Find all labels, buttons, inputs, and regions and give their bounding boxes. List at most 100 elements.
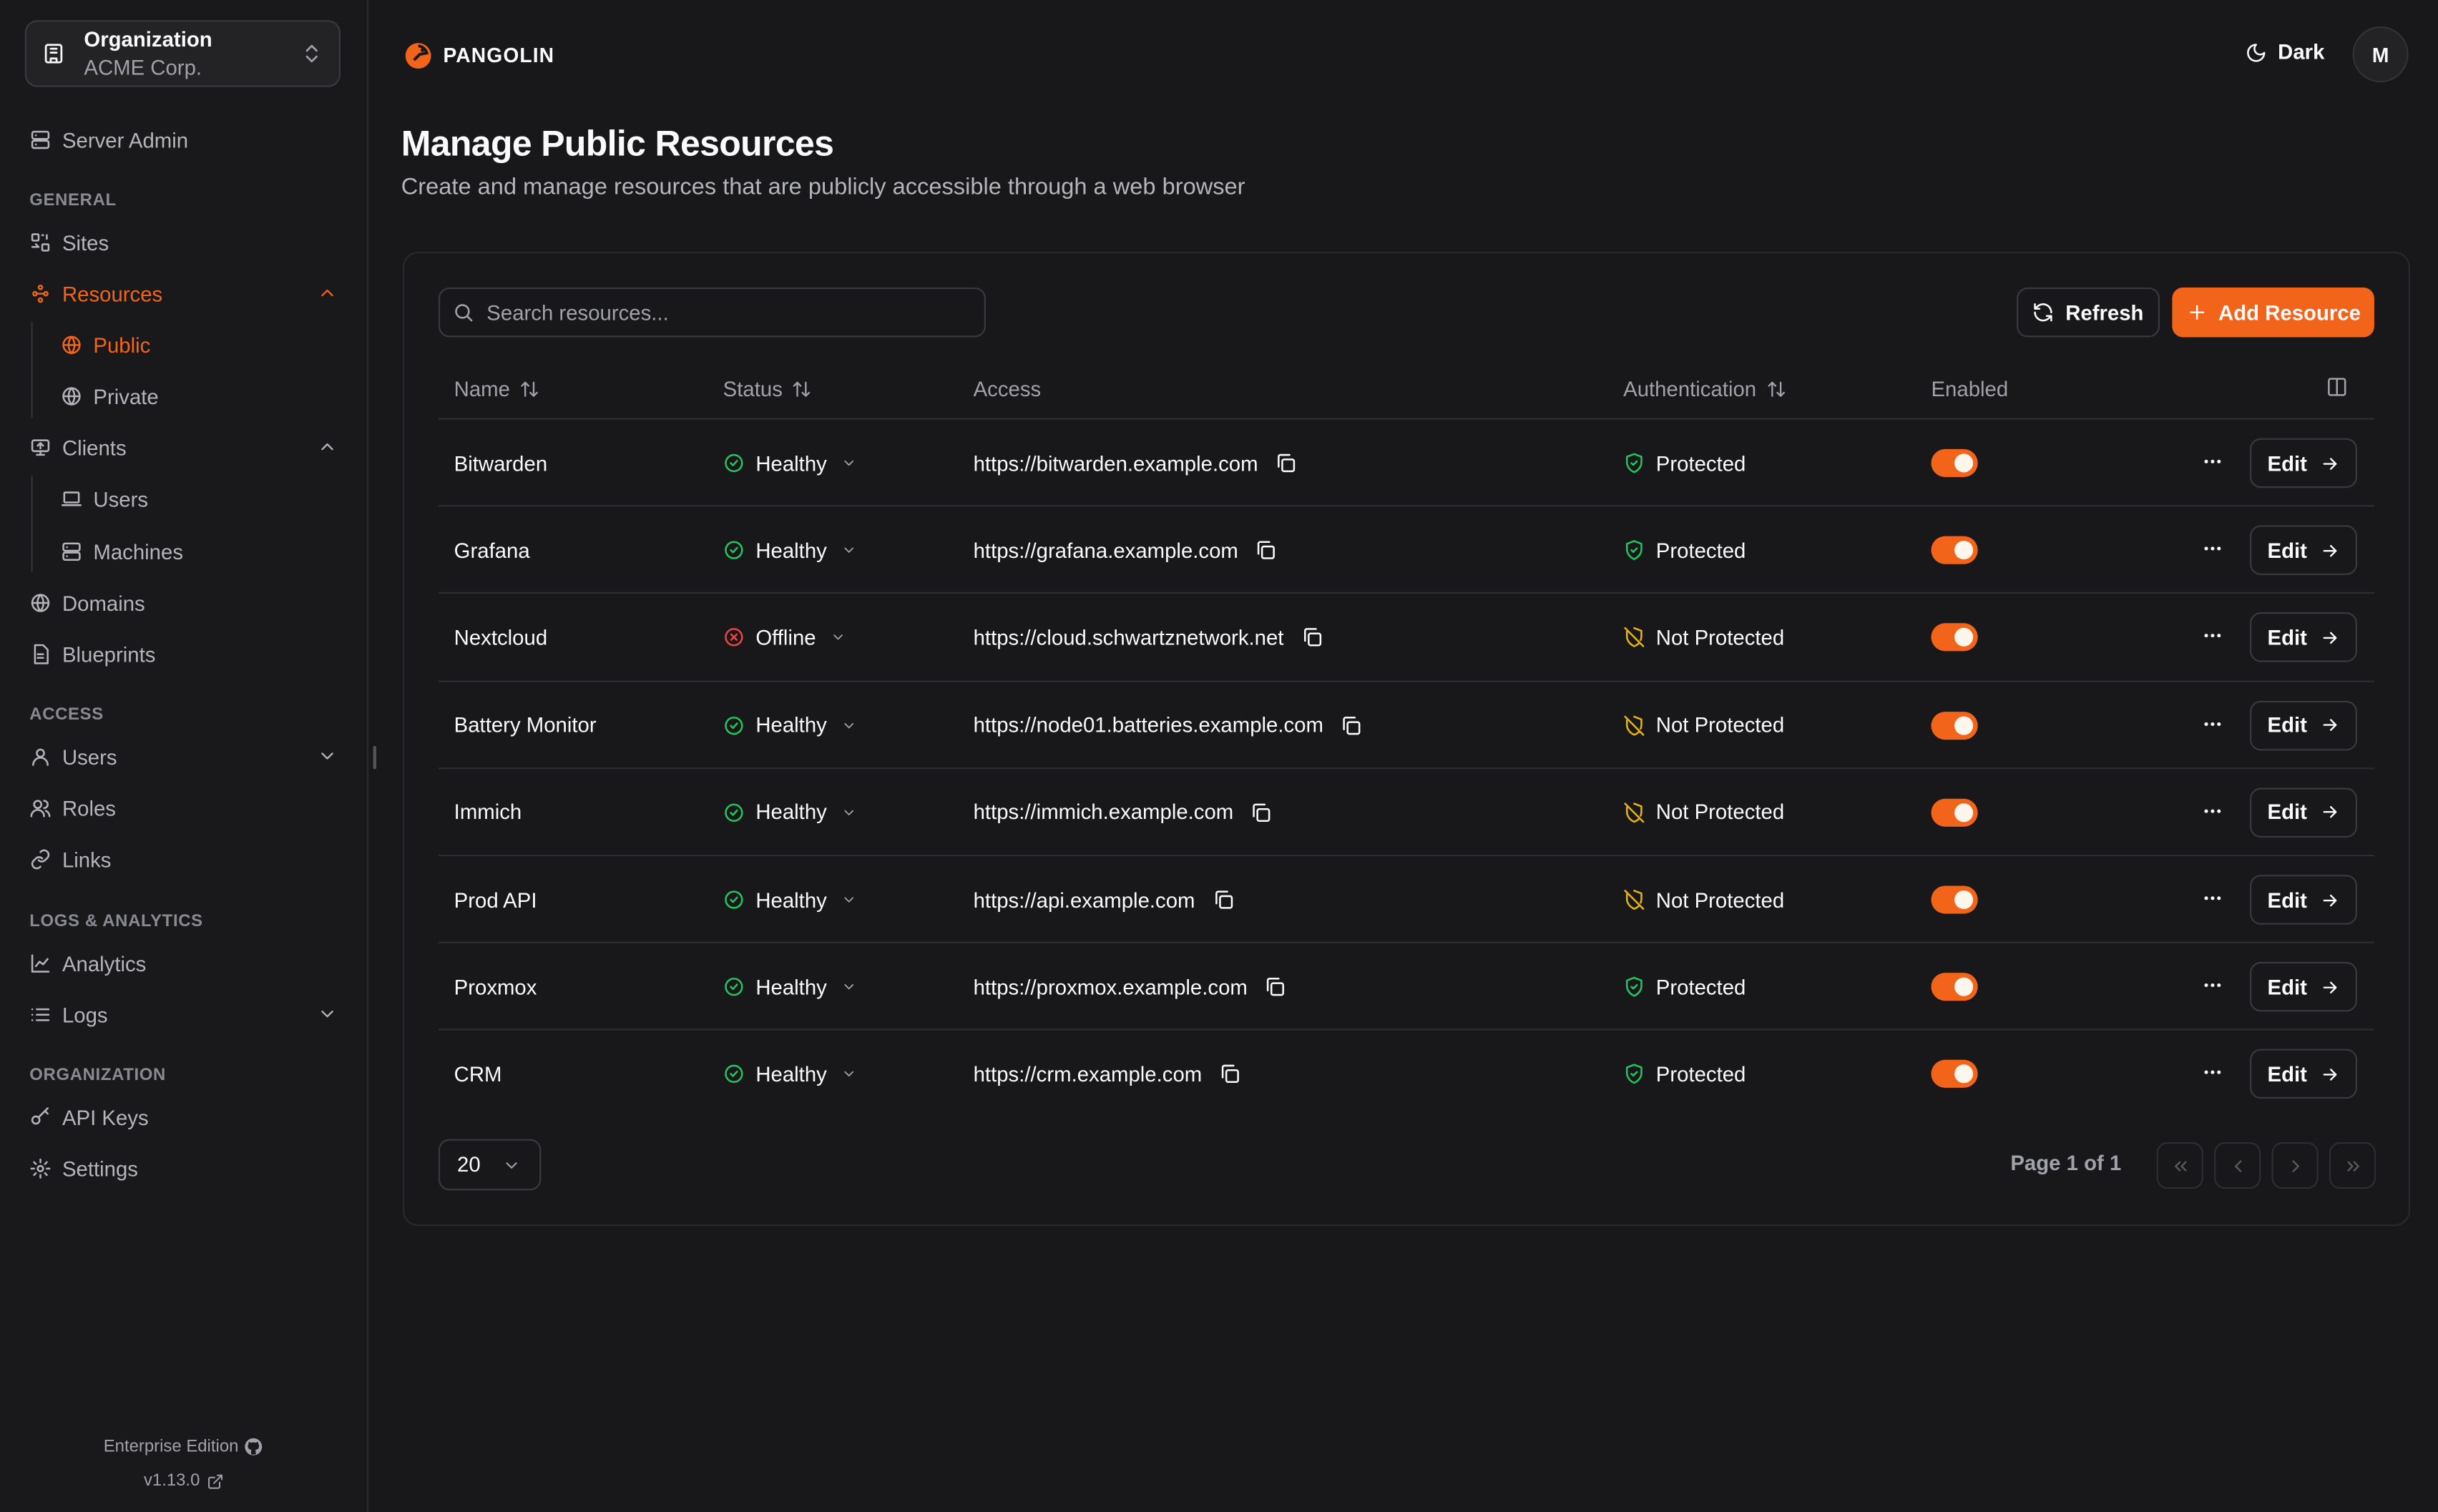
sidebar-resize-handle[interactable] xyxy=(373,745,376,770)
enabled-toggle[interactable] xyxy=(1931,798,1978,827)
sidebar-item-client-users[interactable]: Users xyxy=(61,483,325,514)
access-url[interactable]: https://bitwarden.example.com xyxy=(974,420,1297,507)
sidebar-item-links[interactable]: Links xyxy=(29,844,337,875)
access-url[interactable]: https://cloud.schwartznetwork.net xyxy=(974,594,1323,682)
auth-status: Not Protected xyxy=(1623,856,1784,943)
edit-button[interactable]: Edit xyxy=(2250,875,2358,925)
column-header-name[interactable]: Name xyxy=(454,378,540,401)
more-actions-icon[interactable] xyxy=(2202,800,2223,821)
sidebar-item-resources[interactable]: Resources xyxy=(29,278,337,309)
copy-icon[interactable] xyxy=(1275,452,1296,473)
sidebar-item-analytics[interactable]: Analytics xyxy=(29,948,337,978)
next-page-button[interactable] xyxy=(2271,1142,2319,1189)
access-url[interactable]: https://crm.example.com xyxy=(974,1031,1241,1118)
sidebar-item-users[interactable]: Users xyxy=(29,741,337,772)
more-actions-icon[interactable] xyxy=(2202,712,2223,734)
circle-check-icon xyxy=(723,452,745,473)
enabled-toggle[interactable] xyxy=(1931,711,1978,740)
copy-icon[interactable] xyxy=(1219,1064,1240,1085)
first-page-button[interactable] xyxy=(2156,1142,2203,1189)
copy-icon[interactable] xyxy=(1301,627,1322,648)
more-actions-icon[interactable] xyxy=(2202,888,2223,909)
search-input[interactable]: Search resources... xyxy=(438,287,986,338)
edit-button[interactable]: Edit xyxy=(2250,525,2358,576)
chevron-down-icon[interactable] xyxy=(317,746,337,766)
enabled-toggle[interactable] xyxy=(1931,885,1978,914)
access-url[interactable]: https://api.example.com xyxy=(974,856,1234,943)
sidebar-item-roles[interactable]: Roles xyxy=(29,792,337,823)
access-url[interactable]: https://grafana.example.com xyxy=(974,507,1278,594)
sidebar-item-logs[interactable]: Logs xyxy=(29,999,337,1030)
access-url[interactable]: https://node01.batteries.example.com xyxy=(974,682,1363,769)
chevron-up-icon[interactable] xyxy=(317,283,337,303)
enabled-toggle[interactable] xyxy=(1931,536,1978,565)
version[interactable]: v1.13.0 xyxy=(0,1472,367,1491)
copy-icon[interactable] xyxy=(1265,976,1286,998)
sidebar-item-private[interactable]: Private xyxy=(61,381,325,411)
more-actions-icon[interactable] xyxy=(2202,451,2223,472)
enabled-cell xyxy=(1931,507,1978,594)
edit-button[interactable]: Edit xyxy=(2250,438,2358,489)
sidebar-item-server-admin[interactable]: Server Admin xyxy=(29,124,337,155)
sidebar-item-settings[interactable]: Settings xyxy=(29,1153,337,1184)
sidebar-item-blueprints[interactable]: Blueprints xyxy=(29,639,337,669)
status-dropdown[interactable]: Healthy xyxy=(723,682,856,769)
edit-button[interactable]: Edit xyxy=(2250,787,2358,838)
access-url-text[interactable]: https://node01.batteries.example.com xyxy=(973,713,1323,737)
edit-button[interactable]: Edit xyxy=(2250,612,2358,663)
access-url[interactable]: https://immich.example.com xyxy=(974,769,1273,856)
columns-toggle-icon[interactable] xyxy=(2326,376,2348,398)
status-dropdown[interactable]: Healthy xyxy=(723,943,856,1031)
sidebar-item-machines[interactable]: Machines xyxy=(61,536,325,567)
more-actions-icon[interactable] xyxy=(2202,975,2223,996)
add-resource-button[interactable]: Add Resource xyxy=(2172,287,2374,338)
status-dropdown[interactable]: Healthy xyxy=(723,507,856,594)
access-url-text[interactable]: https://bitwarden.example.com xyxy=(973,451,1258,475)
chevron-down-icon[interactable] xyxy=(317,1004,337,1024)
access-url-text[interactable]: https://cloud.schwartznetwork.net xyxy=(973,626,1284,649)
copy-icon[interactable] xyxy=(1255,539,1277,561)
more-actions-icon[interactable] xyxy=(2202,1062,2223,1084)
enabled-toggle[interactable] xyxy=(1931,1060,1978,1089)
org-selector[interactable]: Organization ACME Corp. xyxy=(24,20,341,87)
edit-button[interactable]: Edit xyxy=(2250,700,2358,750)
column-header-status[interactable]: Status xyxy=(723,378,813,401)
sidebar-item-public[interactable]: Public xyxy=(61,330,325,360)
edit-button[interactable]: Edit xyxy=(2250,962,2358,1012)
access-url[interactable]: https://proxmox.example.com xyxy=(974,943,1287,1031)
access-url-text[interactable]: https://crm.example.com xyxy=(973,1062,1203,1086)
access-url-text[interactable]: https://immich.example.com xyxy=(973,800,1234,825)
status-dropdown[interactable]: Healthy xyxy=(723,1031,856,1118)
copy-icon[interactable] xyxy=(1250,802,1272,823)
table-row: Battery Monitor Healthy https://node01.b… xyxy=(439,682,2374,769)
more-actions-icon[interactable] xyxy=(2202,538,2223,559)
sidebar-item-domains[interactable]: Domains xyxy=(29,587,337,618)
avatar[interactable]: M xyxy=(2352,26,2409,83)
status-dropdown[interactable]: Healthy xyxy=(723,420,856,507)
sidebar-item-sites[interactable]: Sites xyxy=(29,227,337,257)
refresh-button[interactable]: Refresh xyxy=(2017,287,2160,338)
brand-logo[interactable]: PANGOLIN xyxy=(401,37,554,72)
sidebar-item-clients[interactable]: Clients xyxy=(29,432,337,463)
status-dropdown[interactable]: Healthy xyxy=(723,856,856,943)
enabled-toggle[interactable] xyxy=(1931,624,1978,652)
access-url-text[interactable]: https://api.example.com xyxy=(973,888,1195,912)
column-header-authentication[interactable]: Authentication xyxy=(1623,378,1786,401)
enabled-toggle[interactable] xyxy=(1931,973,1978,1001)
status-dropdown[interactable]: Healthy xyxy=(723,769,856,856)
enabled-toggle[interactable] xyxy=(1931,448,1978,478)
copy-icon[interactable] xyxy=(1341,715,1362,736)
previous-page-button[interactable] xyxy=(2214,1142,2261,1189)
more-actions-icon[interactable] xyxy=(2202,625,2223,647)
page-size-select[interactable]: 20 xyxy=(438,1139,542,1191)
access-url-text[interactable]: https://grafana.example.com xyxy=(973,539,1238,562)
edit-button[interactable]: Edit xyxy=(2250,1049,2358,1099)
access-url-text[interactable]: https://proxmox.example.com xyxy=(973,975,1248,999)
theme-toggle[interactable]: Dark xyxy=(2246,40,2324,64)
copy-icon[interactable] xyxy=(1212,889,1233,910)
last-page-button[interactable] xyxy=(2329,1142,2376,1189)
status-dropdown[interactable]: Offline xyxy=(723,594,846,682)
sidebar-item-api-keys[interactable]: API Keys xyxy=(29,1101,337,1132)
chevron-up-icon[interactable] xyxy=(317,437,337,457)
edition[interactable]: Enterprise Edition xyxy=(0,1438,367,1456)
